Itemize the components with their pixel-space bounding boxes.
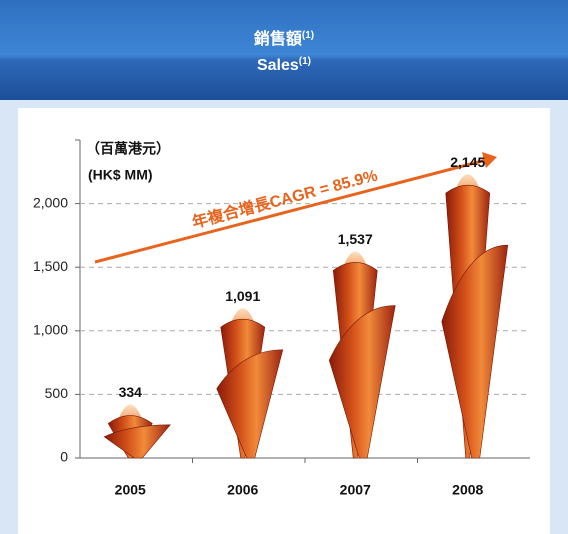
- bar: [103, 404, 171, 459]
- y-tick-label: 0: [60, 449, 68, 465]
- y-label: (HK$ MM): [88, 167, 153, 183]
- flame-tip: [118, 404, 143, 420]
- subtitle-sup: (1): [299, 56, 311, 67]
- flame-wing: [103, 424, 171, 459]
- flame-tip: [343, 251, 368, 267]
- flame-tip: [455, 174, 480, 190]
- value-label: 2,145: [450, 154, 485, 170]
- header-title: 銷售額(1): [254, 29, 314, 48]
- title-text: 銷售額: [254, 29, 302, 48]
- value-label: 1,091: [225, 288, 260, 304]
- y-tick-label: 1,000: [33, 322, 68, 338]
- y-tick-label: 2,000: [33, 194, 68, 210]
- x-tick-label: 2006: [227, 482, 258, 498]
- x-tick-label: 2008: [452, 482, 483, 498]
- subtitle-text: Sales: [257, 57, 299, 74]
- y-label-zh: （百萬港元）: [86, 141, 170, 157]
- bar: [441, 174, 509, 459]
- flame-wing: [216, 349, 284, 459]
- y-tick-label: 500: [45, 385, 69, 401]
- value-label: 334: [119, 384, 143, 400]
- trend-arrow: [94, 158, 487, 264]
- header-subtitle: Sales(1): [257, 56, 311, 75]
- title-sup: (1): [302, 30, 314, 41]
- bar: [216, 308, 284, 459]
- y-tick-label: 1,500: [33, 258, 68, 274]
- header-band: [0, 0, 568, 100]
- x-tick-label: 2007: [340, 482, 371, 498]
- flame-tip: [230, 308, 255, 324]
- bar: [328, 251, 396, 459]
- flame-wing: [441, 244, 509, 459]
- flame-wing: [328, 305, 396, 459]
- value-label: 1,537: [338, 231, 373, 247]
- x-tick-label: 2005: [115, 482, 146, 498]
- trend-arrowhead: [482, 152, 497, 168]
